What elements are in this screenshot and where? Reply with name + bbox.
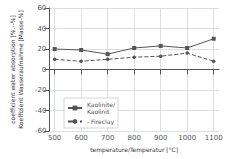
svg-text:900: 900 — [154, 134, 167, 142]
svg-text:-60: -60 — [35, 127, 46, 135]
svg-text:Kaolinit: Kaolinit — [87, 108, 110, 115]
svg-text:60: 60 — [37, 4, 46, 12]
svg-text:-40: -40 — [35, 107, 46, 115]
svg-text:20: 20 — [37, 45, 46, 53]
svg-text:Kaolinite/: Kaolinite/ — [87, 101, 116, 108]
svg-text:40: 40 — [37, 25, 46, 33]
svg-text:- Fireclay: - Fireclay — [87, 118, 114, 126]
svg-text:Koeffizient Wasseraufnahme [Ma: Koeffizient Wasseraufnahme [Masse-%] — [17, 10, 24, 129]
svg-text:1000: 1000 — [178, 134, 196, 142]
svg-text:800: 800 — [127, 134, 140, 142]
svg-text:temperature/Temperatur [°C]: temperature/Temperatur [°C] — [90, 146, 178, 154]
svg-text:-20: -20 — [35, 86, 46, 94]
svg-text:coefficient water absorption [: coefficient water absorption [%.--%] — [9, 15, 17, 123]
svg-text:500: 500 — [48, 134, 61, 142]
svg-text:0: 0 — [42, 66, 46, 74]
svg-text:600: 600 — [74, 134, 87, 142]
svg-text:1100: 1100 — [205, 134, 223, 142]
svg-text:700: 700 — [101, 134, 114, 142]
